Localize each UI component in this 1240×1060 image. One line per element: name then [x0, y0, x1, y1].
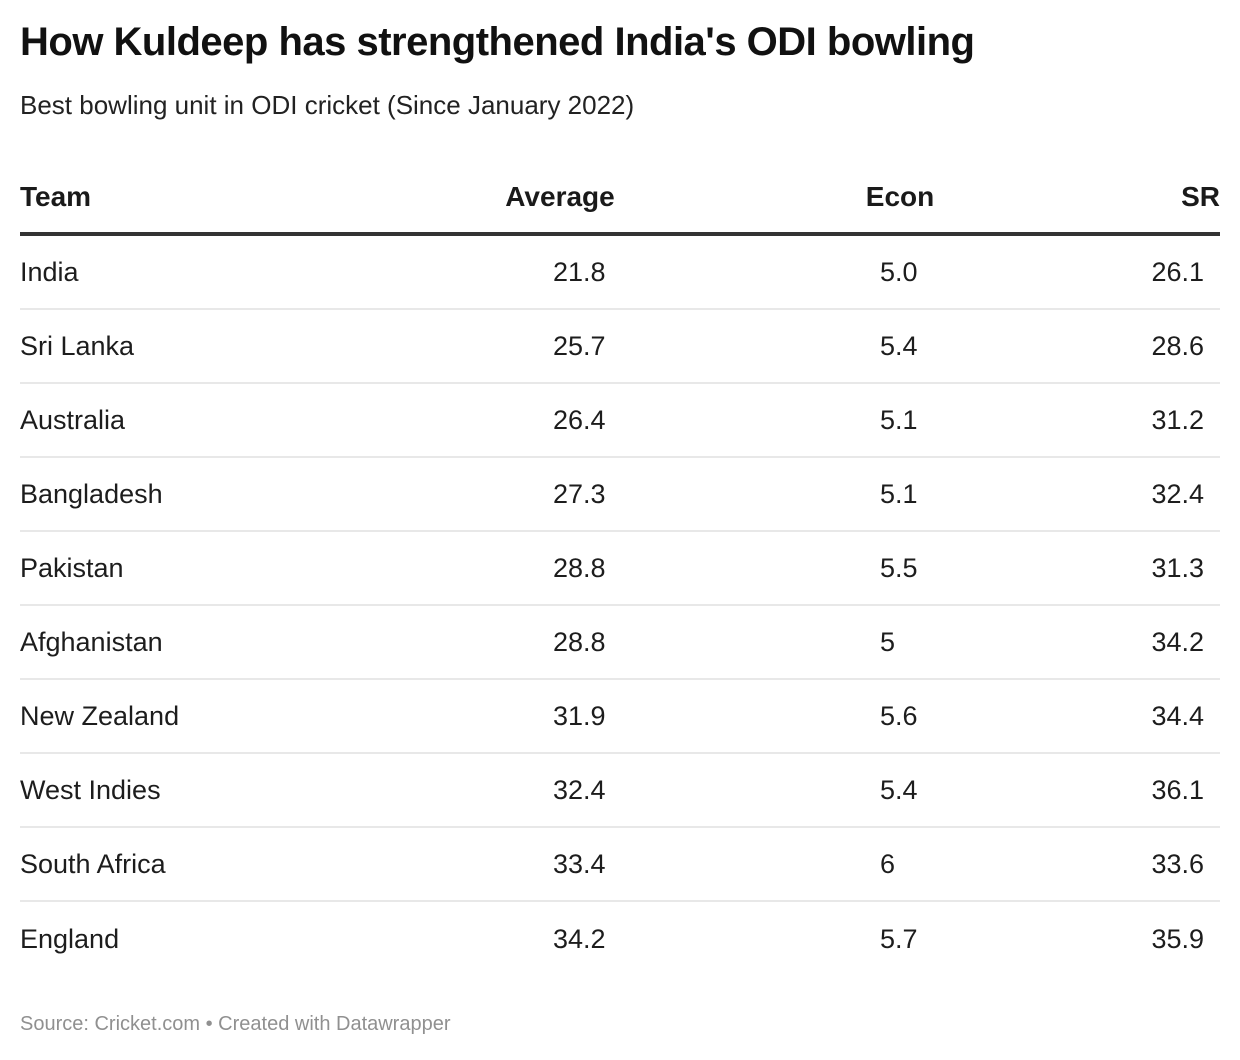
sr-cell: 28.6	[1151, 330, 1204, 361]
column-header-econ[interactable]: Econ	[865, 181, 935, 212]
sr-cell: 31.3	[1151, 552, 1204, 583]
chart-subtitle: Best bowling unit in ODI cricket (Since …	[20, 90, 635, 120]
average-cell: 34.2	[553, 923, 606, 954]
team-cell: England	[20, 923, 120, 954]
econ-cell: 5.4	[880, 774, 918, 805]
econ-cell: 5.4	[880, 330, 918, 361]
table-row: Australia 26.4 5.1 31.2	[20, 384, 1220, 458]
average-cell: 26.4	[553, 404, 606, 435]
team-cell: New Zealand	[20, 700, 180, 731]
average-cell: 33.4	[553, 848, 606, 879]
econ-cell: 5.1	[880, 478, 918, 509]
table-row: Bangladesh 27.3 5.1 32.4	[20, 458, 1220, 532]
team-cell: Sri Lanka	[20, 330, 135, 361]
source-note: Source: Cricket.com • Created with Dataw…	[20, 1013, 451, 1035]
econ-cell: 5.5	[880, 552, 918, 583]
table-row: England 34.2 5.7 35.9	[20, 902, 1220, 976]
sr-cell: 34.2	[1151, 626, 1204, 657]
average-cell: 27.3	[553, 478, 606, 509]
table-row: New Zealand 31.9 5.6 34.4	[20, 680, 1220, 754]
average-cell: 28.8	[553, 552, 606, 583]
average-cell: 28.8	[553, 626, 606, 657]
econ-cell: 5.1	[880, 404, 918, 435]
team-cell: Australia	[20, 404, 126, 435]
table-header-row: Team Average Econ SR	[20, 160, 1220, 236]
econ-cell: 5.6	[880, 700, 918, 731]
chart-title: How Kuldeep has strengthened India's ODI…	[20, 20, 975, 64]
econ-cell: 6	[880, 848, 896, 879]
table-row: India 21.8 5.0 26.1	[20, 236, 1220, 310]
column-header-sr[interactable]: SR	[1181, 181, 1220, 212]
sr-cell: 32.4	[1151, 478, 1204, 509]
team-cell: West Indies	[20, 774, 161, 805]
table-row: Pakistan 28.8 5.5 31.3	[20, 532, 1220, 606]
sr-cell: 31.2	[1151, 404, 1204, 435]
table-row: Sri Lanka 25.7 5.4 28.6	[20, 310, 1220, 384]
team-cell: Afghanistan	[20, 626, 163, 657]
column-header-team[interactable]: Team	[20, 181, 92, 212]
sr-cell: 36.1	[1151, 774, 1204, 805]
average-cell: 31.9	[553, 700, 606, 731]
econ-cell: 5.7	[880, 923, 918, 954]
econ-cell: 5	[880, 626, 896, 657]
sr-cell: 35.9	[1151, 923, 1204, 954]
team-cell: Pakistan	[20, 552, 124, 583]
team-cell: India	[20, 256, 79, 287]
column-header-average[interactable]: Average	[505, 181, 615, 212]
table-body: India 21.8 5.0 26.1 Sri Lanka 25.7 5.4 28.6 Aust…	[20, 236, 1220, 976]
table-row: South Africa 33.4 6 33.6	[20, 828, 1220, 902]
sr-cell: 33.6	[1151, 848, 1204, 879]
table-row: Afghanistan 28.8 5 34.2	[20, 606, 1220, 680]
econ-cell: 5.0	[880, 256, 918, 287]
bowling-stats-table: Team Average Econ SR India 21.8 5.0 26.1 Sri…	[20, 160, 1220, 976]
average-cell: 25.7	[553, 330, 606, 361]
team-cell: Bangladesh	[20, 478, 163, 509]
average-cell: 32.4	[553, 774, 606, 805]
sr-cell: 26.1	[1151, 256, 1204, 287]
table-row: West Indies 32.4 5.4 36.1	[20, 754, 1220, 828]
average-cell: 21.8	[553, 256, 606, 287]
sr-cell: 34.4	[1151, 700, 1204, 731]
team-cell: South Africa	[20, 848, 166, 879]
